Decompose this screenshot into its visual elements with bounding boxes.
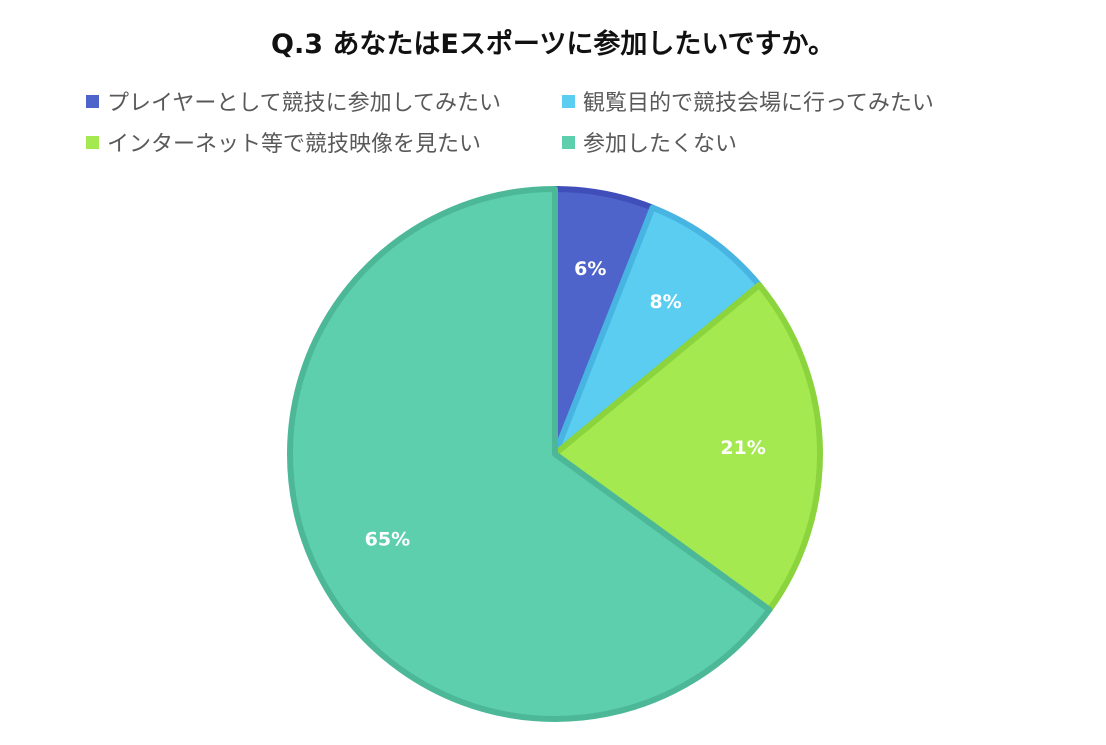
legend-swatch-venue xyxy=(562,94,575,108)
data-label-player: 6% xyxy=(574,258,606,280)
legend-label-no: 参加したくない xyxy=(583,132,738,157)
legend-swatch-player xyxy=(86,94,99,108)
legend-label-player: プレイヤーとして競技に参加してみたい xyxy=(107,91,502,116)
data-label-no: 65% xyxy=(365,528,410,550)
pie-slice-venue xyxy=(552,204,763,457)
legend-item-internet: インターネット等で競技映像を見たい xyxy=(86,127,481,157)
legend-label-venue: 観覧目的で競技会場に行ってみたい xyxy=(583,91,934,116)
pie-slice-no xyxy=(287,186,773,722)
legend-item-venue: 観覧目的で競技会場に行ってみたい xyxy=(562,86,934,116)
legend-item-no: 参加したくない xyxy=(562,127,737,157)
legend-label-internet: インターネット等で競技映像を見たい xyxy=(107,132,482,157)
legend-swatch-no xyxy=(562,135,575,149)
data-label-venue: 8% xyxy=(649,291,681,313)
legend-swatch-internet xyxy=(86,135,99,149)
pie-slice-internet xyxy=(552,282,823,613)
legend-item-player: プレイヤーとして競技に参加してみたい xyxy=(86,86,501,116)
data-label-internet: 21% xyxy=(720,437,765,459)
chart-title: Q.3 あなたはEスポーツに参加したいですか。 xyxy=(271,29,835,60)
